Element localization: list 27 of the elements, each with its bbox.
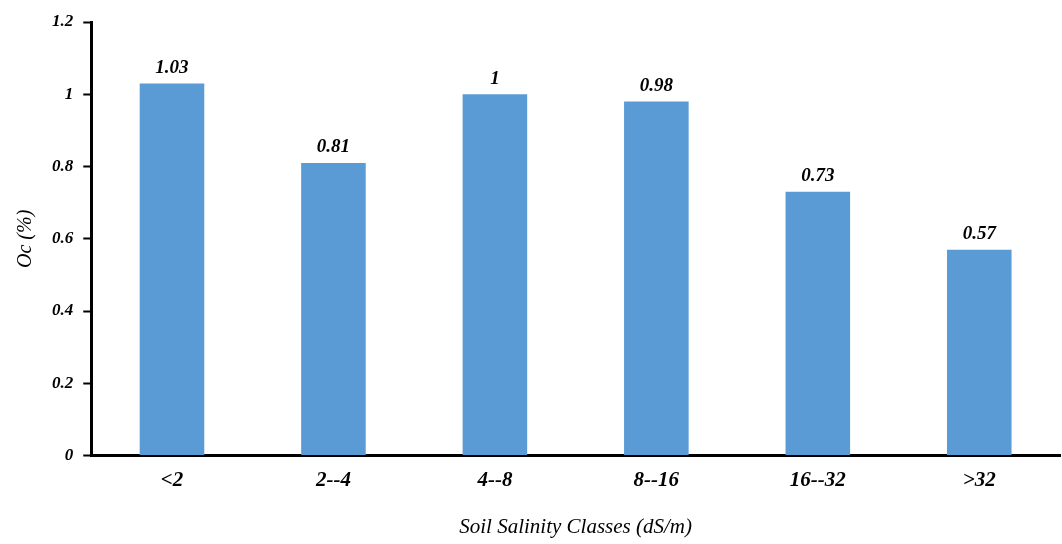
y-tick-label: 0.8 xyxy=(52,155,74,175)
x-axis-title: Soil Salinity Classes (dS/m) xyxy=(459,513,692,538)
x-tick-label: 8--16 xyxy=(633,466,680,491)
data-label: 1 xyxy=(490,66,500,88)
x-tick-label: <2 xyxy=(160,466,184,491)
y-tick-label: 0.6 xyxy=(52,228,74,248)
bar xyxy=(139,83,205,456)
bar xyxy=(946,249,1012,456)
x-tick-label: 16--32 xyxy=(789,466,847,491)
x-tick-label: 2--4 xyxy=(314,466,351,491)
y-tick-label: 0.2 xyxy=(52,372,74,392)
bar xyxy=(624,101,689,456)
data-label: 0.81 xyxy=(316,135,351,157)
y-tick-label: 0.4 xyxy=(52,300,74,320)
data-label: 0.73 xyxy=(801,164,835,186)
x-tick-label: >32 xyxy=(962,466,997,491)
data-label: 1.03 xyxy=(155,55,189,77)
data-label: 0.98 xyxy=(639,73,674,95)
y-axis-title: Oc (%) xyxy=(13,209,37,268)
bar xyxy=(462,94,528,456)
x-tick-label: 4--8 xyxy=(476,466,513,491)
data-label: 0.57 xyxy=(962,222,998,244)
y-tick-label: 1.2 xyxy=(52,11,74,31)
y-tick-label: 0 xyxy=(64,444,74,464)
y-tick-label: 1 xyxy=(64,83,74,103)
bar xyxy=(301,162,366,456)
bar xyxy=(785,191,851,456)
